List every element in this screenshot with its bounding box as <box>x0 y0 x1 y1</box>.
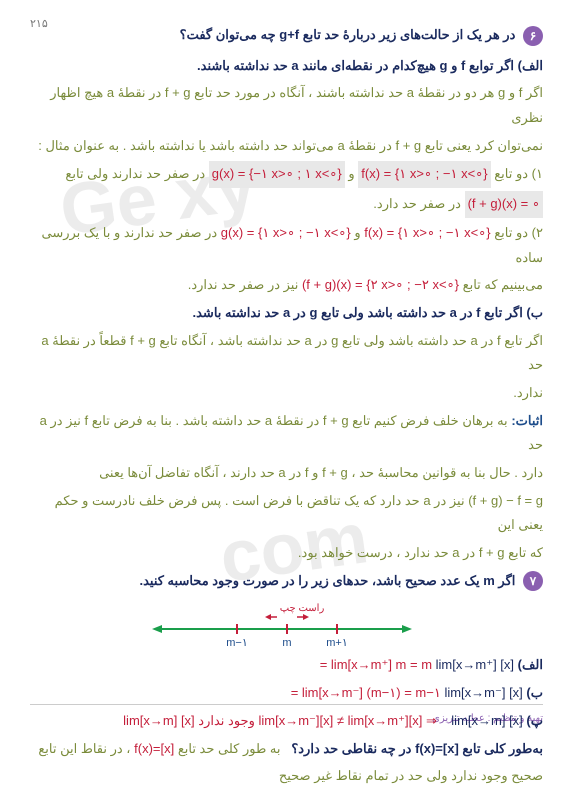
beta-label: ب) <box>526 685 543 700</box>
ex2-and: و <box>354 225 360 240</box>
page-content: ۶ در هر یک از حالت‌های زیر دربارهٔ حد تا… <box>30 23 543 789</box>
ex2-g: g(x) = {۱ x>∘ ; −۱ x<∘} <box>221 221 351 246</box>
proof2-end: و f در a حد دارند ، آنگاه تفاضل آن‌ها یع… <box>99 465 318 480</box>
q6a-line2-math: f + g <box>396 134 422 159</box>
proof4-math: f + g <box>479 541 505 566</box>
ex2-result-desc: نیز در صفر حد ندارد. <box>188 277 299 292</box>
final2: به طور کلی حد تابع <box>174 741 280 756</box>
proof4: که تابع <box>505 545 544 560</box>
ex1-desc: در صفر حد ندارند ولی تابع <box>65 166 205 181</box>
svg-text:m−۱: m−۱ <box>226 637 248 649</box>
proof3-math: (f + g) − f = g <box>468 489 543 514</box>
final1-math: f(x)=[x] <box>415 737 459 762</box>
proof-label: اثبات: <box>511 413 543 428</box>
proof1: به برهان خلف فرض کنیم تابع <box>349 413 508 428</box>
alpha-rhs: = lim[x→m⁺] m = m <box>320 653 432 678</box>
q7-title: اگر m یک عدد صحیح باشد، حدهای زیر را در … <box>139 573 515 588</box>
q6b-line2: ندارد. <box>30 381 543 406</box>
ex1-g: g(x) = {−۱ x>∘ ; ۱ x<∘} <box>209 161 345 188</box>
beta-lhs: lim[x→m⁻] [x] <box>444 681 522 706</box>
ex2-result-pre: می‌بینیم که تابع <box>463 277 543 292</box>
ex2-result: (f + g)(x) = {۲ x>∘ ; −۲ x<∘} <box>302 273 459 298</box>
final2-end: ، در نقاط این تابع <box>38 741 130 756</box>
ex1-f: f(x) = {۱ x>∘ ; −۱ x<∘} <box>358 161 490 188</box>
ex1-result: (f + g)(x) = ∘ <box>465 191 543 218</box>
q6b-line1: اگر تابع f در a حد داشته باشد ولی تابع g… <box>156 333 543 348</box>
gamma-mid: lim[x→m⁻][x] ≠ lim[x→m⁺][x] ⇒ <box>258 709 436 734</box>
q6a-line1: اگر f و g هر دو در نقطهٔ a حد نداشته باش… <box>191 85 543 100</box>
ex2-f: f(x) = {۱ x>∘ ; −۱ x<∘} <box>364 221 490 246</box>
final1-end: در چه نقاطی حد دارد؟ <box>291 741 411 756</box>
gamma-result: lim[x→m] [x] <box>123 709 195 734</box>
ex1-result-desc: در صفر حد دارد. <box>373 196 461 211</box>
q6a-line2-end: در نقطهٔ a می‌تواند حد داشته باشد یا ندا… <box>38 138 392 153</box>
svg-text:راست چپ: راست چپ <box>279 603 324 614</box>
svg-text:m: m <box>282 637 291 649</box>
ex2-label: ۲) دو تابع <box>494 225 543 240</box>
proof1-math: f + g <box>323 409 349 434</box>
alpha-label: الف) <box>518 657 543 672</box>
q6-badge: ۶ <box>523 26 543 46</box>
q7-badge: ۷ <box>523 571 543 591</box>
final3: صحیح وجود ندارد ولی حد در تمام نقاط غیر … <box>30 764 543 789</box>
ex1-and: و <box>348 166 354 181</box>
final1: به‌طور کلی تابع <box>459 741 543 756</box>
proof2-math: f + g <box>322 461 348 486</box>
q6-title: در هر یک از حالت‌های زیر دربارهٔ حد تابع… <box>180 27 516 42</box>
q6a-line2: نمی‌توان کرد یعنی تابع <box>421 138 543 153</box>
beta-rhs: = lim[x→m⁻] (m−۱) = m−۱ <box>291 681 441 706</box>
q6-part-a-title: الف) اگر توابع f و g هیچ‌کدام در نقطه‌ای… <box>30 54 543 79</box>
proof2: دارد . حال بنا به قوانین محاسبهٔ حد ، <box>348 465 543 480</box>
alpha-lhs: lim[x→m⁺] [x] <box>436 653 514 678</box>
final2-math: f(x)=[x] <box>134 737 174 762</box>
number-line: m−۱ m m+۱ راست چپ <box>147 599 427 649</box>
gamma-end: وجود ندارد <box>198 713 255 728</box>
svg-text:m+۱: m+۱ <box>326 637 348 649</box>
gamma-label: پ) <box>526 713 543 728</box>
q6b-line1-math: f + g <box>130 329 156 354</box>
ex1-label: ۱) دو تابع <box>494 166 543 181</box>
gamma-lhs: lim[x→m] [x] <box>451 709 523 734</box>
q6-part-b-title: ب) اگر تابع f در a حد داشته باشد ولی تاب… <box>30 301 543 326</box>
proof4-end: در a حد ندارد ، درست خواهد بود. <box>298 545 475 560</box>
q6a-line1-math: f + g <box>165 81 191 106</box>
